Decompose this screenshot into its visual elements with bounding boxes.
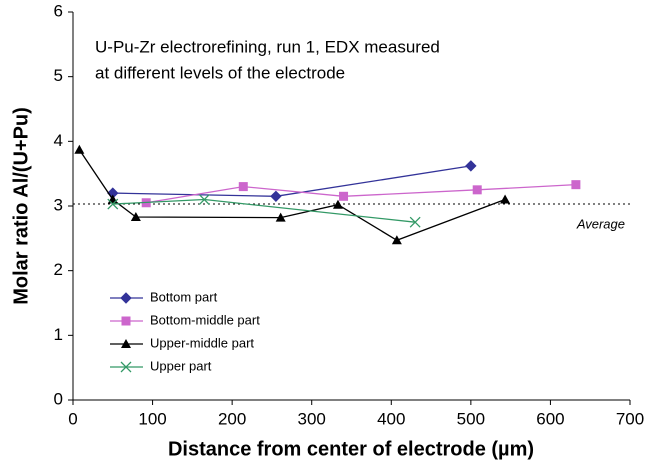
x-tick-label: 400 — [377, 409, 405, 428]
legend-label: Upper part — [150, 358, 212, 373]
legend-label: Bottom-middle part — [150, 312, 260, 327]
x-tick-label: 0 — [68, 409, 77, 428]
marker — [571, 180, 581, 190]
marker — [332, 199, 343, 209]
y-tick-label: 2 — [54, 260, 63, 279]
marker — [270, 190, 282, 203]
y-tick-label: 1 — [54, 325, 63, 344]
series-line — [112, 198, 416, 223]
y-tick-label: 4 — [54, 131, 63, 150]
x-tick-label: 200 — [218, 409, 246, 428]
marker — [275, 212, 286, 222]
series-line — [78, 149, 506, 241]
y-tick-label: 3 — [54, 195, 63, 214]
y-tick-label: 0 — [54, 389, 63, 408]
y-axis-title: Molar ratio Al/(U+Pu) — [10, 107, 32, 305]
legend-label: Upper-middle part — [150, 335, 254, 350]
reference-label: Average — [576, 216, 625, 231]
marker — [472, 185, 482, 195]
legend-label: Bottom part — [150, 289, 218, 304]
marker — [107, 194, 118, 204]
marker — [465, 160, 477, 172]
x-tick-label: 100 — [138, 409, 166, 428]
marker — [409, 216, 421, 228]
marker — [107, 198, 119, 210]
marker — [500, 194, 511, 204]
marker — [121, 316, 131, 326]
marker — [120, 292, 132, 304]
y-tick-label: 6 — [54, 1, 63, 20]
marker — [74, 144, 85, 154]
x-tick-label: 500 — [457, 409, 485, 428]
marker — [120, 361, 132, 373]
chart-title: U-Pu-Zr electrorefining, run 1, EDX meas… — [95, 37, 440, 56]
x-tick-label: 600 — [536, 409, 564, 428]
marker — [339, 191, 349, 201]
x-axis-title: Distance from center of electrode (µm) — [168, 438, 534, 460]
x-tick-label: 300 — [298, 409, 326, 428]
marker — [198, 194, 210, 205]
marker — [130, 211, 141, 221]
marker — [391, 235, 402, 245]
y-tick-label: 5 — [54, 66, 63, 85]
chart-title: at different levels of the electrode — [95, 63, 345, 82]
x-tick-label: 700 — [616, 409, 644, 428]
marker — [238, 182, 248, 192]
marker — [121, 339, 131, 348]
